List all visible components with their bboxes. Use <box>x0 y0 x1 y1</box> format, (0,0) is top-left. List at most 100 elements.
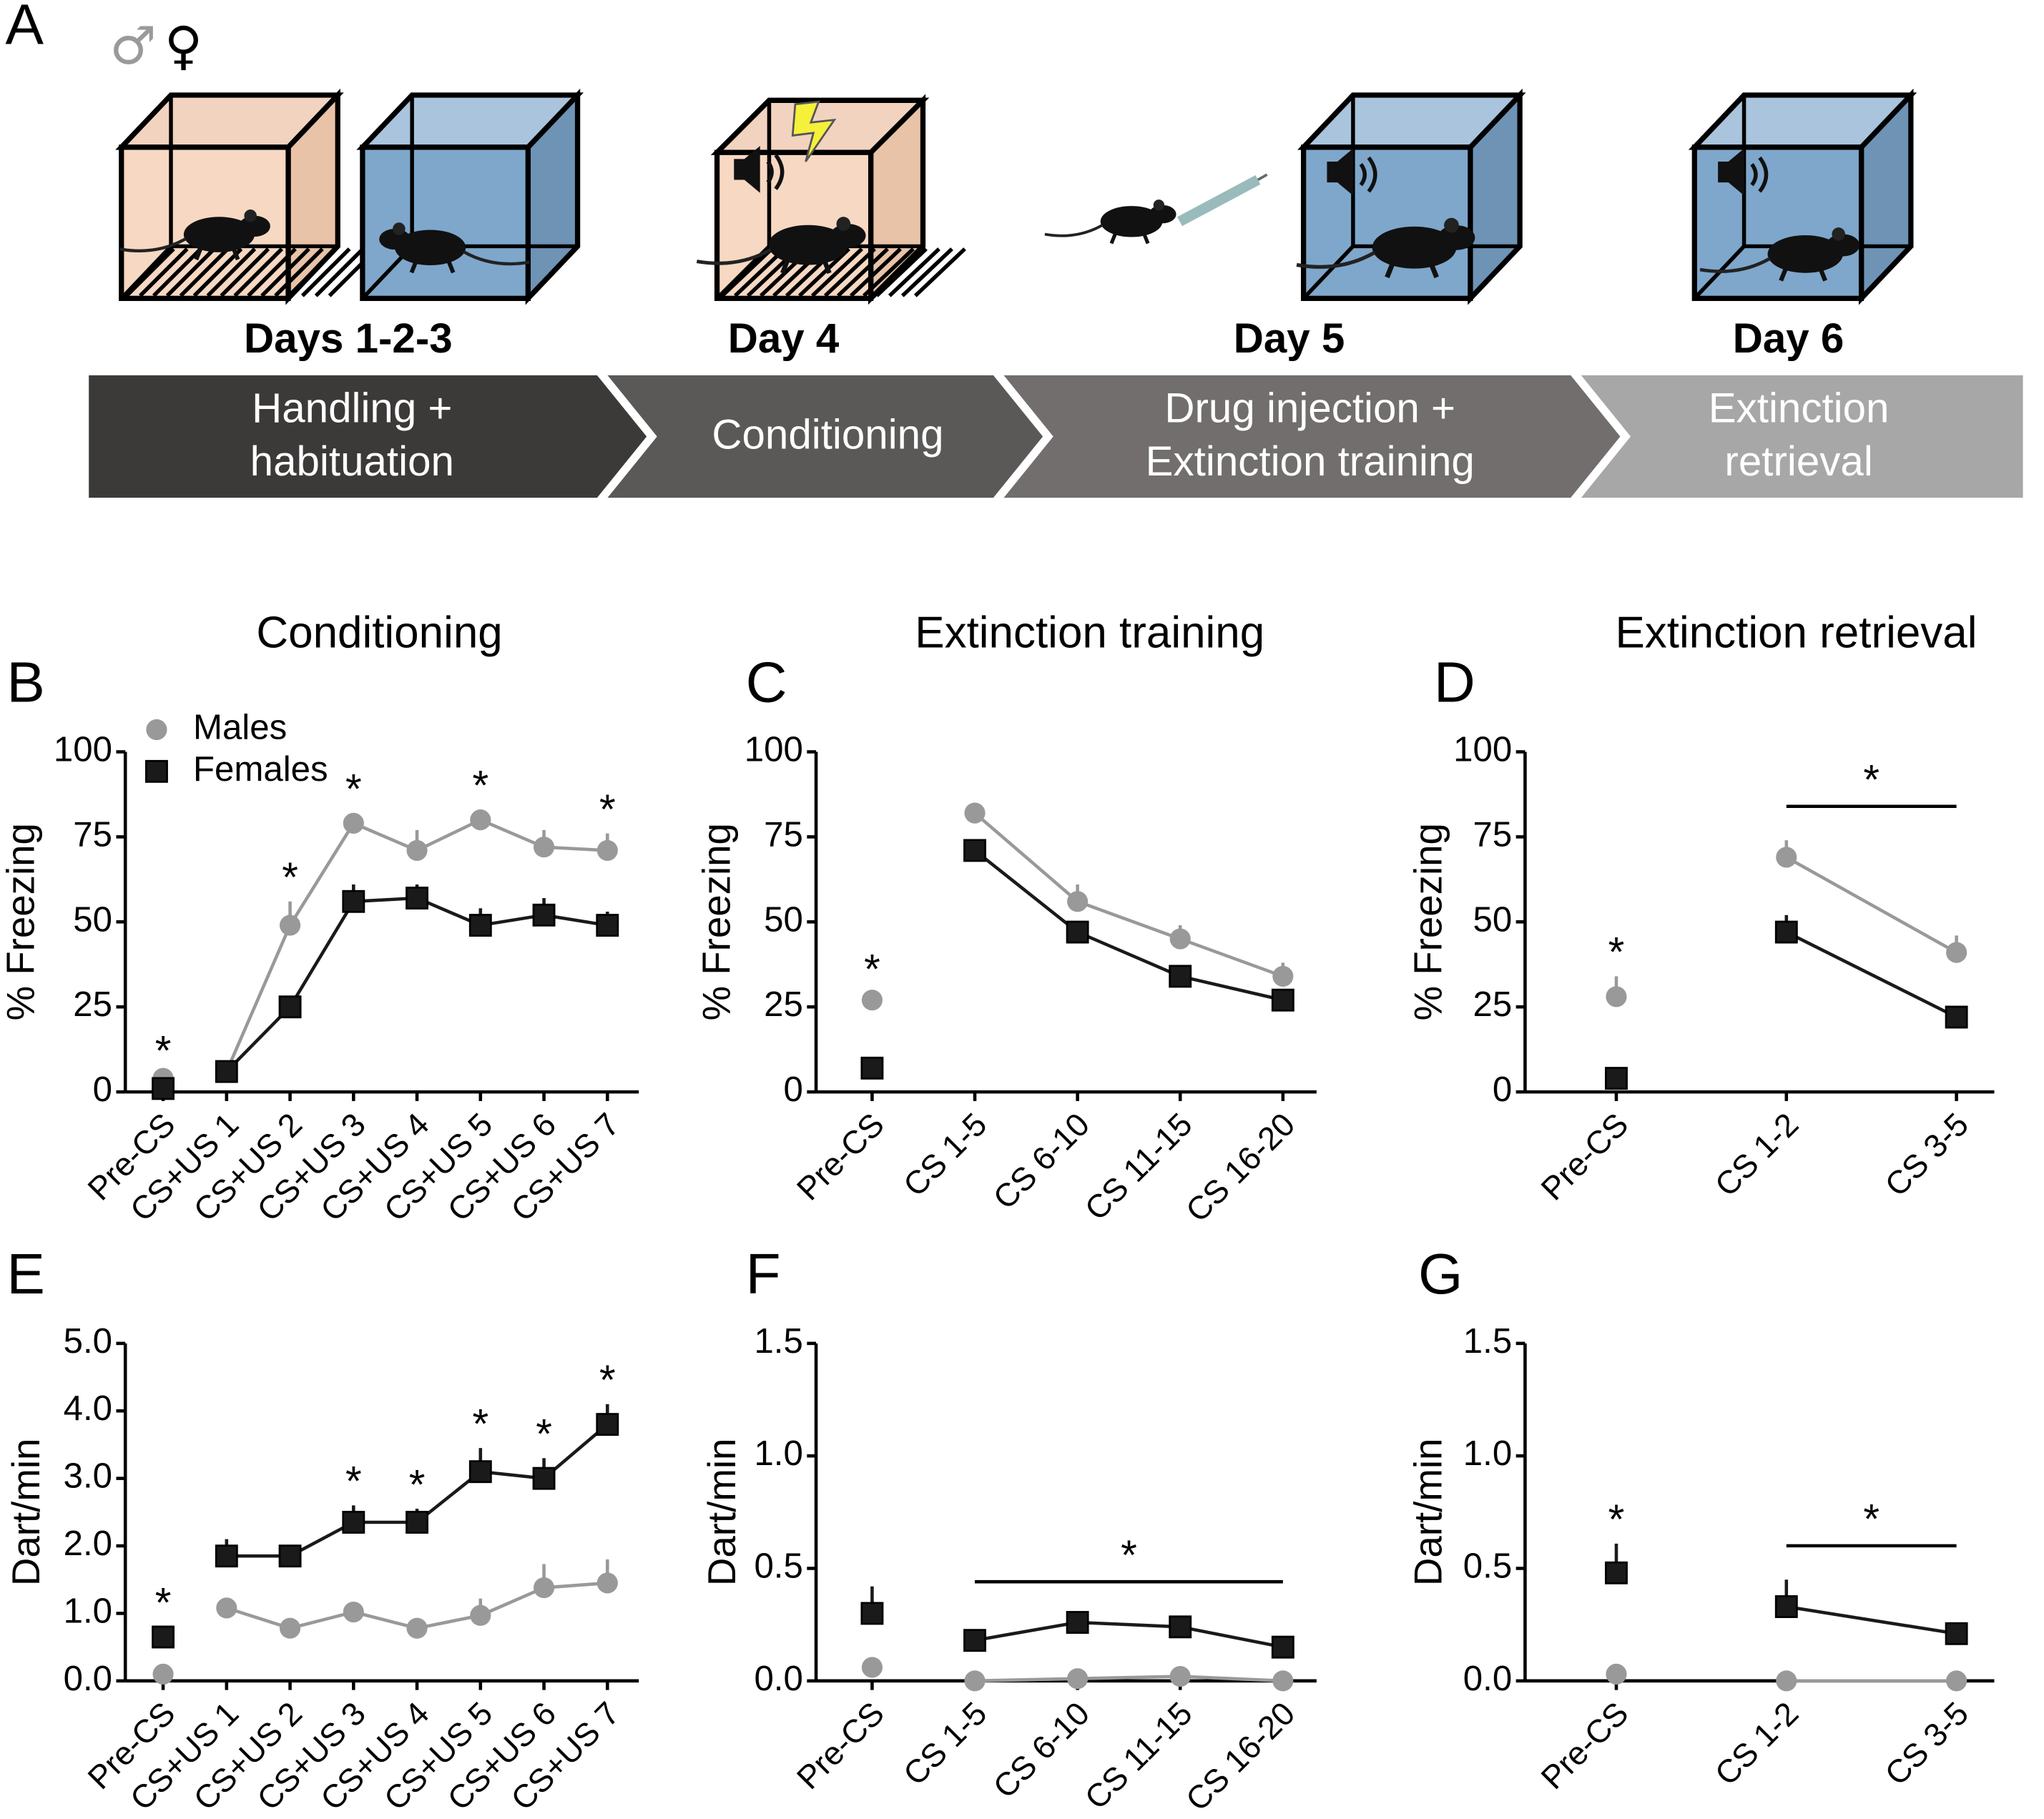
series-line <box>1785 930 1957 1019</box>
mouse-body <box>1767 235 1843 273</box>
significance-mark: * <box>599 787 616 833</box>
mouse-legs <box>194 248 240 261</box>
chart-title: Conditioning <box>256 608 502 658</box>
stage-text: habituation <box>250 438 454 485</box>
mouse-head <box>379 229 411 250</box>
significance-mark: * <box>345 1459 362 1505</box>
mouse-body <box>395 230 466 266</box>
marker <box>861 990 883 1011</box>
mouse <box>119 209 270 261</box>
legend-label: Females <box>193 749 328 789</box>
y-tick-label: 25 <box>73 985 112 1024</box>
timeline-panel <box>89 375 2023 498</box>
marker <box>470 809 491 831</box>
y-tick-label: 50 <box>73 899 112 939</box>
y-tick-label: 1.0 <box>1463 1434 1512 1473</box>
marker <box>1774 920 1798 944</box>
y-tick-label: 100 <box>1453 729 1512 769</box>
cage-edge <box>1693 95 1746 300</box>
panel-label: E <box>6 1241 44 1306</box>
significance-mark: * <box>1608 930 1625 976</box>
legend-marker <box>145 759 168 783</box>
mouse-tail <box>1044 224 1104 237</box>
y-tick-label: 75 <box>73 814 112 854</box>
y-tick-label: 0.5 <box>1463 1547 1512 1586</box>
marker <box>964 1670 986 1692</box>
marker <box>1605 1067 1628 1090</box>
stage-arrow <box>89 375 647 498</box>
x-tick-label: CS 11-15 <box>1078 1106 1199 1228</box>
mouse-ear <box>1444 217 1459 233</box>
shock-bolt <box>791 100 837 162</box>
y-tick-label: 1.5 <box>1463 1321 1512 1361</box>
significance-mark: * <box>472 1401 488 1447</box>
y-tick-label: 1.0 <box>754 1434 802 1473</box>
y-tick-label: 4.0 <box>64 1389 112 1428</box>
marker <box>215 1544 238 1568</box>
y-tick-label: 75 <box>1473 814 1512 854</box>
panel-label: F <box>746 1241 781 1306</box>
marker <box>1774 1595 1798 1618</box>
grid-floor <box>888 247 940 297</box>
mouse-tail <box>119 237 187 252</box>
marker <box>152 1663 174 1685</box>
significance-mark: * <box>472 763 488 809</box>
marker <box>1945 1005 1968 1029</box>
grid-floor <box>875 247 928 297</box>
stage-text: Extinction training <box>1146 438 1475 485</box>
y-tick-label: 0 <box>783 1070 802 1109</box>
significance-mark: * <box>1863 1496 1880 1542</box>
stage-arrow <box>1581 375 2023 498</box>
mouse <box>696 217 866 275</box>
mouse-ear <box>1153 199 1165 211</box>
marker <box>342 1511 365 1534</box>
x-tick-label: Pre-CS <box>790 1106 891 1208</box>
mouse-tail <box>1296 250 1376 269</box>
x-tick-label: CS 16-20 <box>1179 1106 1302 1229</box>
marker <box>278 1544 302 1568</box>
y-tick-label: 25 <box>1473 985 1512 1024</box>
marker <box>1067 891 1089 912</box>
grid-floor <box>314 247 365 297</box>
marker <box>1066 920 1089 944</box>
mouse-head <box>1149 204 1176 224</box>
mouse-ear <box>393 222 406 235</box>
y-axis-label: % Freezing <box>695 823 739 1020</box>
y-tick-label: 50 <box>764 899 803 939</box>
grid-floor <box>823 247 876 297</box>
marker <box>1606 986 1627 1007</box>
significance-mark: * <box>282 854 298 901</box>
mouse-legs <box>1385 264 1439 279</box>
marker <box>860 1602 884 1625</box>
significance-mark: * <box>1608 1497 1625 1543</box>
grid-floor <box>287 247 338 297</box>
marker <box>963 1629 986 1652</box>
series-line <box>973 849 1284 1002</box>
marker <box>1169 1615 1192 1639</box>
marker <box>1272 1670 1294 1692</box>
stage-arrow <box>607 375 1043 498</box>
marker <box>406 1617 428 1639</box>
sex-symbol: ♀ <box>164 16 202 77</box>
y-tick-label: 1.0 <box>64 1591 112 1630</box>
mouse-tail <box>1699 257 1771 273</box>
mouse-head <box>1826 234 1860 257</box>
x-tick-label: CS 1-5 <box>896 1695 993 1792</box>
y-tick-label: 75 <box>764 814 803 854</box>
marker <box>468 914 492 937</box>
marker <box>468 1460 492 1484</box>
marker <box>1272 965 1294 987</box>
grid-floor <box>179 247 230 297</box>
grid-floor <box>862 247 915 297</box>
mouse-body <box>183 217 255 252</box>
marker <box>963 839 986 862</box>
panel-label: D <box>1434 650 1475 714</box>
significance-mark: * <box>345 766 362 812</box>
marker <box>343 1601 364 1623</box>
mouse-ear <box>244 209 257 222</box>
y-tick-label: 0.0 <box>1463 1659 1512 1698</box>
series-line <box>974 1675 1283 1683</box>
mouse <box>1296 217 1475 279</box>
y-axis-label: % Freezing <box>1407 823 1450 1020</box>
